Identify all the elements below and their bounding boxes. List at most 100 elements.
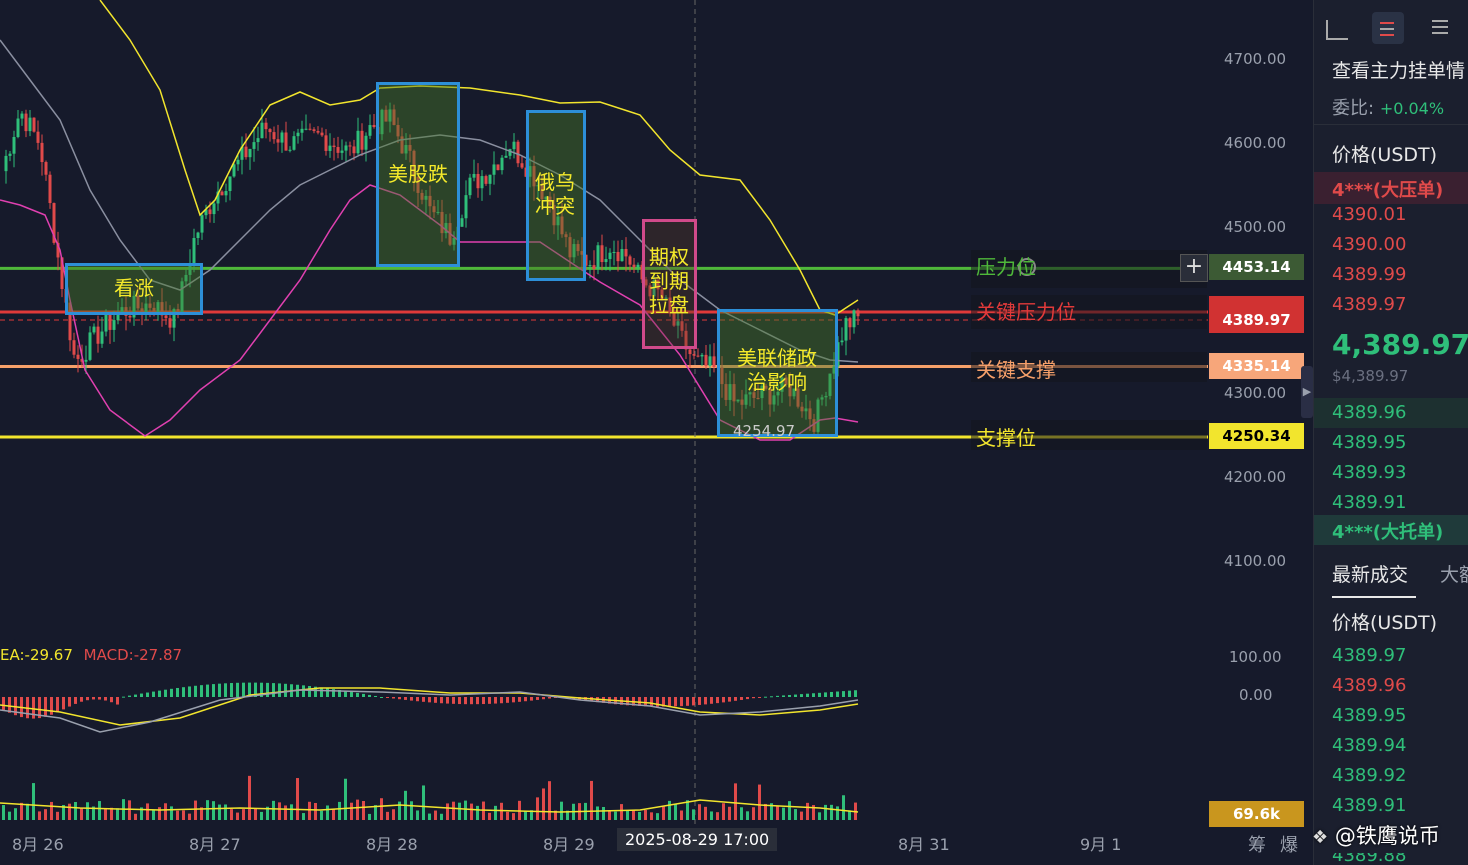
candle-body [600, 245, 604, 263]
add-alert-button[interactable]: + [1180, 254, 1208, 282]
volume-bar [698, 804, 701, 820]
candle-body [144, 303, 148, 313]
volume-bar [44, 809, 47, 820]
candle-body [188, 264, 192, 275]
ask-price[interactable]: 4390.01 [1332, 204, 1407, 225]
candle-body [688, 349, 692, 355]
tab-underline [1332, 596, 1416, 598]
macd-bar [812, 693, 815, 697]
candle-body [172, 308, 176, 328]
candle-body [604, 259, 608, 263]
volume-bar [398, 801, 401, 820]
volume-bar [332, 809, 335, 820]
candle-body [856, 310, 860, 317]
candle-body [840, 340, 844, 343]
volume-bar [488, 812, 491, 820]
candle-body [532, 166, 536, 187]
candle-body [484, 176, 488, 184]
candle-body [800, 406, 804, 412]
panel-collapse-handle[interactable]: ▶ [1301, 366, 1313, 418]
candle-body [460, 218, 464, 227]
candle-body [740, 399, 744, 405]
candle-body [672, 311, 676, 326]
macd-bar [512, 697, 515, 703]
ask-price[interactable]: 4389.99 [1332, 264, 1407, 285]
divider [1314, 124, 1468, 125]
macd-bar [650, 697, 653, 707]
volume-bar [194, 800, 197, 820]
volume-bar [224, 804, 227, 820]
chip-label[interactable]: 筹 [1248, 835, 1266, 856]
candle-body [44, 162, 48, 175]
volume-bar [680, 810, 683, 820]
level-label-key-support: 关键支撑 [976, 358, 1056, 382]
candle-body [620, 248, 624, 262]
candle-body [432, 206, 436, 213]
volume-bar [686, 800, 689, 820]
candle-body [476, 173, 480, 189]
bid-price[interactable]: 4389.93 [1332, 462, 1407, 483]
panel-title[interactable]: 查看主力挂单情 [1332, 60, 1466, 82]
candle-body [836, 342, 840, 367]
candlestick-chart[interactable] [0, 0, 1308, 865]
candle-body [224, 191, 228, 196]
bid-price[interactable]: 4389.95 [1332, 432, 1407, 453]
candle-body [852, 310, 856, 328]
list-view-icon[interactable] [1432, 20, 1448, 36]
macd-bar [98, 697, 101, 700]
liquidation-label[interactable]: 爆 [1280, 835, 1298, 856]
candle-body [236, 159, 240, 165]
macd-bar [344, 690, 347, 697]
bollinger-lower [0, 184, 859, 441]
orderbook-view-icon[interactable] [1372, 12, 1404, 44]
volume-ma-line [0, 799, 859, 813]
macd-bar [524, 697, 527, 702]
candle-body [384, 109, 388, 122]
macd-bar [44, 697, 47, 717]
candle-body [480, 176, 484, 189]
tab-large-trades[interactable]: 大额 [1440, 564, 1468, 586]
tab-latest-trades[interactable]: 最新成交 [1332, 564, 1409, 586]
volume-bar [464, 800, 467, 820]
last-price-usd: $4,389.97 [1332, 367, 1409, 385]
chart-area[interactable]: 4700.00 4600.00 4500.00 4300.00 4200.00 … [0, 0, 1308, 865]
volume-bar [38, 811, 41, 820]
candle-body [256, 138, 260, 143]
macd-bar [134, 694, 137, 697]
volume-bar [524, 811, 527, 820]
macd-bar [656, 697, 659, 707]
candle-body [788, 384, 792, 397]
macd-bar [530, 697, 533, 701]
candle-body [216, 191, 220, 204]
candle-body [464, 195, 468, 219]
volume-bar [290, 804, 293, 820]
volume-bar [176, 810, 179, 820]
layout-icon[interactable] [1326, 20, 1348, 40]
candle-body [48, 174, 52, 204]
macd-bar [668, 697, 671, 707]
bid-price[interactable]: 4389.96 [1332, 402, 1407, 423]
volume-bar [74, 802, 77, 820]
candle-body [292, 136, 296, 150]
macd-bar [404, 697, 407, 700]
volume-bar [560, 801, 563, 820]
macd-bar [842, 691, 845, 697]
ask-price[interactable]: 4389.97 [1332, 294, 1407, 315]
candle-body [660, 289, 664, 300]
volume-bar [638, 811, 641, 820]
macd-bar [182, 687, 185, 697]
x-tick: 9月 1 [1080, 835, 1122, 854]
volume-bar [338, 801, 341, 820]
macd-bar [80, 697, 83, 702]
candle-body [436, 211, 440, 213]
candle-body [148, 303, 152, 308]
volume-bar [296, 778, 299, 820]
bid-price[interactable]: 4389.91 [1332, 492, 1407, 513]
macd-bar [242, 682, 245, 697]
candle-body [276, 139, 280, 143]
volume-bar [734, 783, 737, 820]
volume-bar [776, 806, 779, 820]
candle-body [720, 367, 724, 385]
ask-price[interactable]: 4390.00 [1332, 234, 1407, 255]
candle-body [160, 302, 164, 316]
